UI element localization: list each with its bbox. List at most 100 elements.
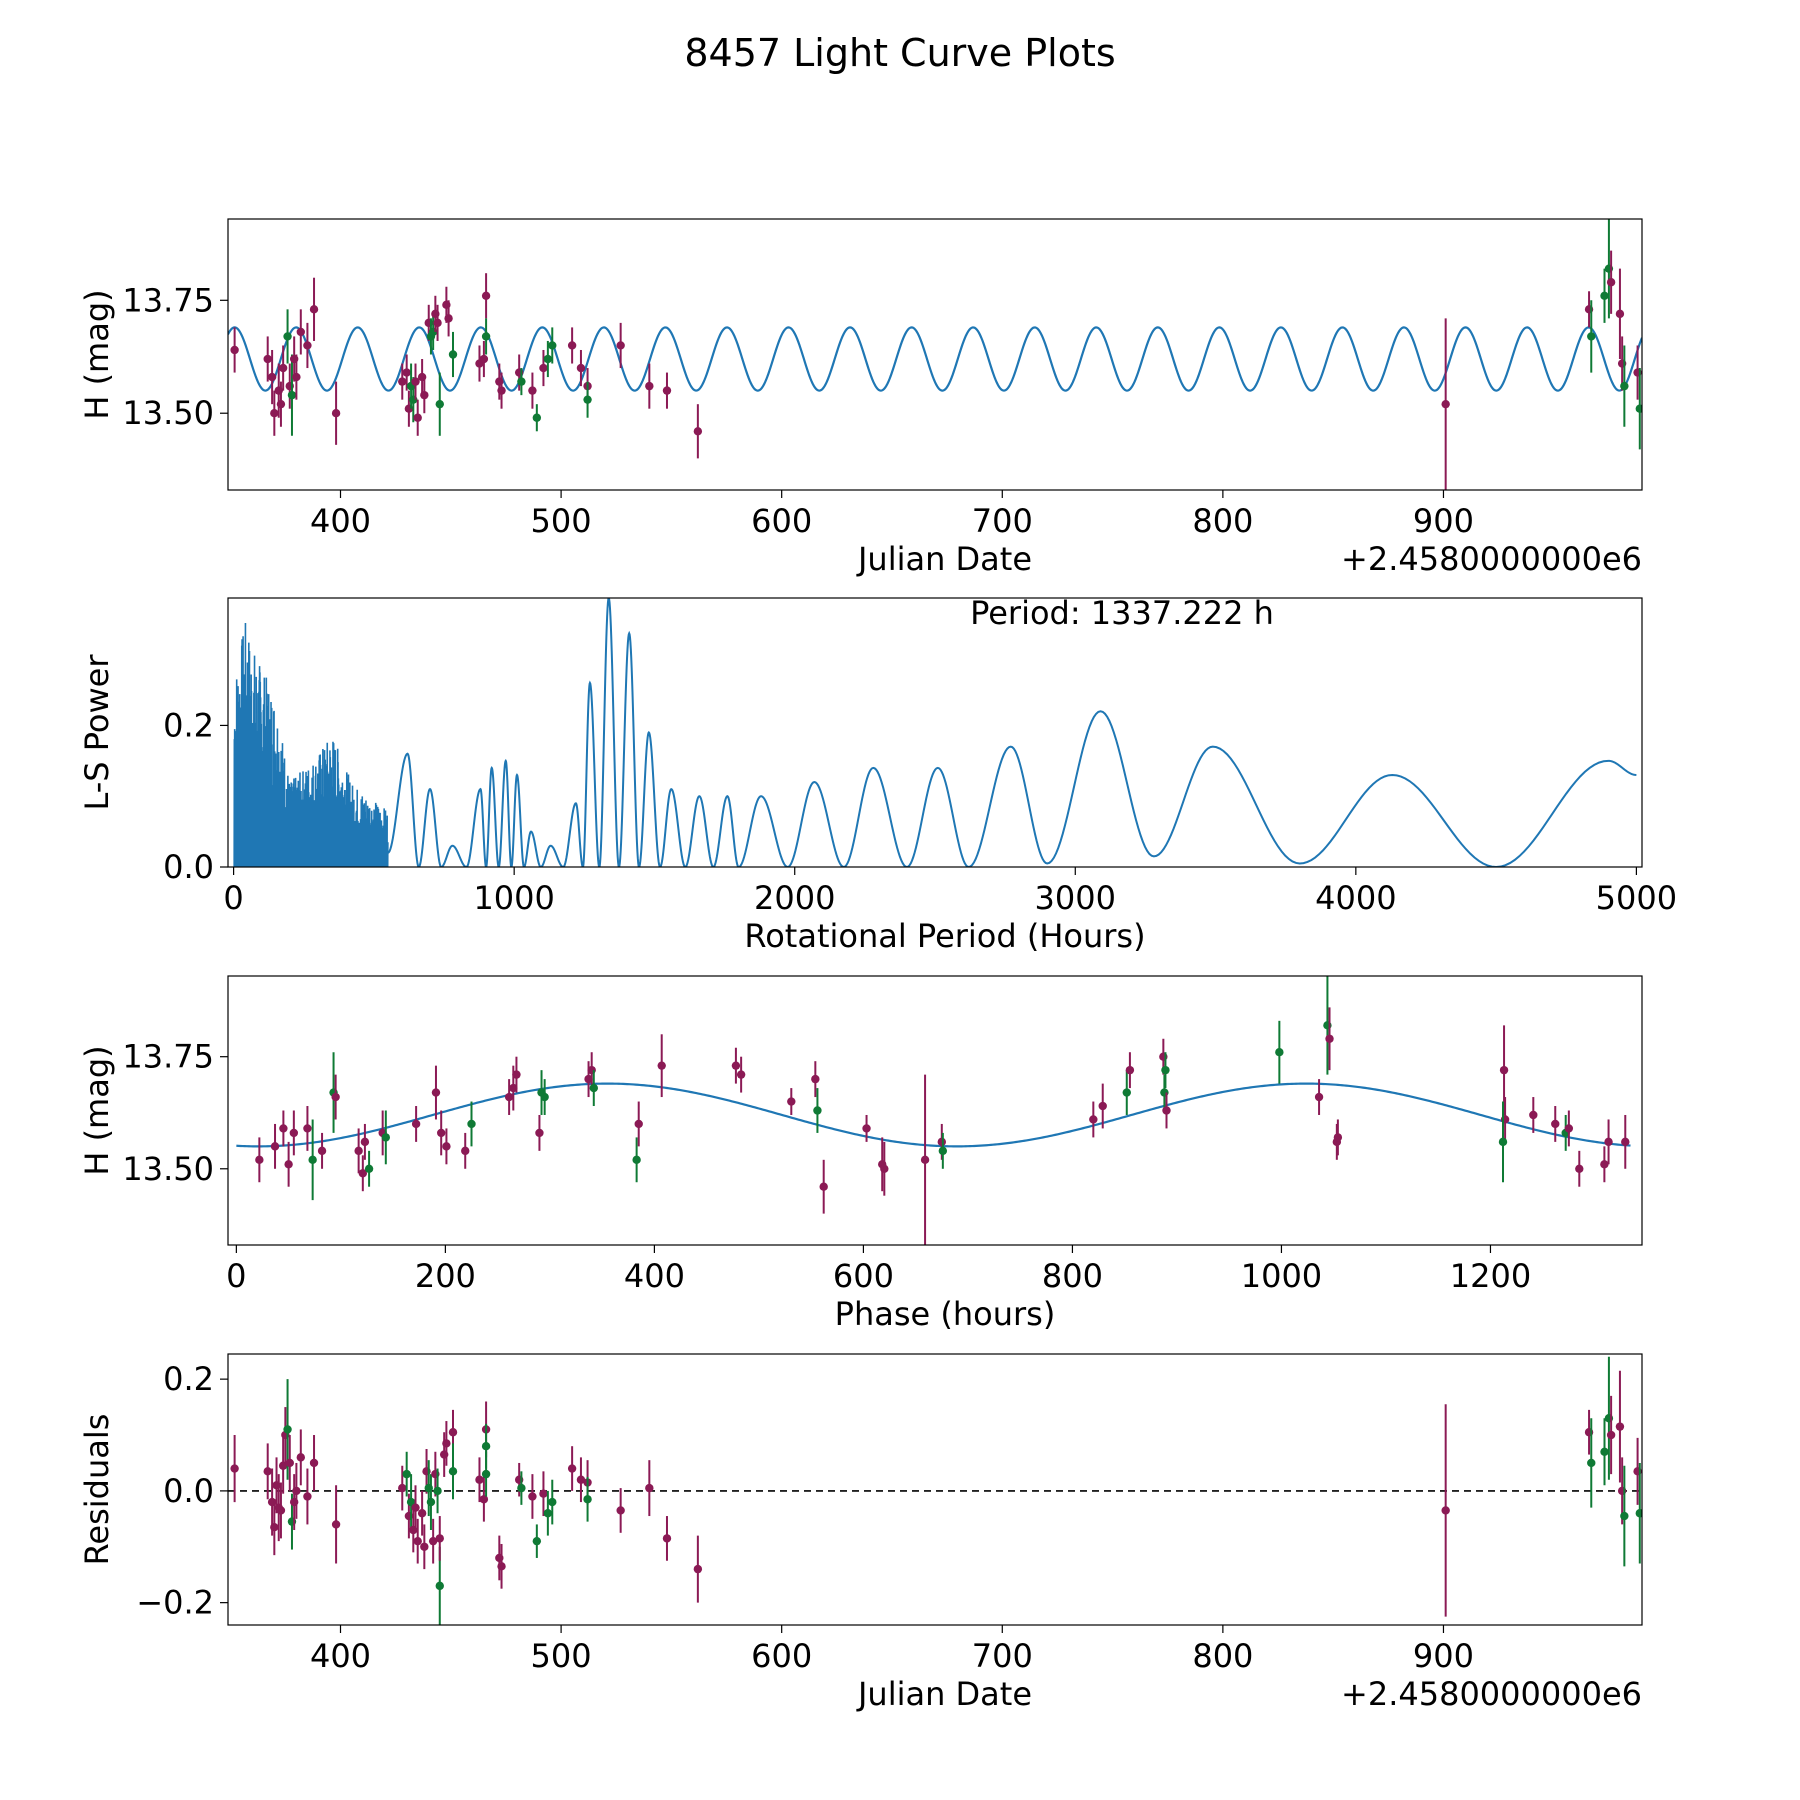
residuals-xtick-label: 700 — [972, 1637, 1033, 1675]
residuals-data-point — [448, 1428, 458, 1437]
lightcurve-data-point — [528, 386, 537, 395]
residuals-data-point — [292, 1486, 301, 1496]
residuals-data-point — [413, 1536, 422, 1546]
lightcurve-xtick-label: 700 — [972, 502, 1033, 540]
residuals-data-point — [398, 1483, 407, 1493]
residuals-data-point — [435, 1534, 444, 1543]
residuals-ytick-label: 0.0 — [163, 1472, 214, 1510]
lightcurve-data-point — [576, 363, 586, 373]
residuals-data-point — [576, 1475, 586, 1484]
lightcurve-data-point — [402, 368, 411, 377]
residuals-offset-label: +2.4580000000e6 — [1341, 1675, 1642, 1713]
phased-data-point — [535, 1128, 544, 1138]
residuals-data-point — [475, 1475, 484, 1484]
phased-data-point — [632, 1155, 641, 1165]
lightcurve-data-point — [331, 409, 341, 418]
lightcurve-data-point — [693, 427, 703, 436]
periodogram-dense-region — [233, 622, 389, 867]
phased-data-point — [1275, 1048, 1284, 1057]
residuals-data-point — [539, 1489, 548, 1498]
lightcurve-data-point — [444, 314, 453, 323]
lightcurve-data-point — [292, 372, 301, 382]
lightcurve-data-point — [1587, 332, 1596, 341]
lightcurve-data-point — [517, 377, 526, 386]
phased-data-point — [1498, 1137, 1508, 1147]
residuals-data-point — [517, 1483, 526, 1493]
residuals-data-point — [283, 1425, 292, 1434]
periodogram-ytick-label: 0.2 — [163, 706, 214, 744]
residuals-y-axis-label: Residuals — [78, 1414, 116, 1566]
lightcurve-data-point — [411, 377, 420, 386]
phased-panel: 0 200 400 600 800 1000 1200 13.50 13.75 Phase (ho… — [78, 975, 1643, 1333]
residuals-data-point — [417, 1509, 427, 1518]
phased-data-point — [461, 1146, 470, 1156]
periodogram-xtick-label: 3000 — [1035, 879, 1116, 917]
lightcurve-data-point — [543, 354, 553, 364]
residuals-data-point — [616, 1506, 625, 1515]
phased-data-point — [1621, 1137, 1630, 1147]
residuals-xtick-label: 600 — [751, 1637, 812, 1675]
phased-data-point — [1314, 1092, 1324, 1102]
phased-xtick-label: 200 — [415, 1257, 476, 1295]
phased-xtick-label: 600 — [833, 1257, 894, 1295]
lightcurve-data-point — [1620, 381, 1629, 391]
lightcurve-data-point — [583, 395, 592, 404]
lightcurve-model-line — [228, 326, 1642, 392]
periodogram-x-axis-label: Rotational Period (Hours) — [744, 917, 1145, 955]
phased-data-point — [813, 1106, 822, 1115]
phased-data-point — [819, 1182, 828, 1191]
phased-data-point — [937, 1137, 946, 1147]
phased-data-point — [1125, 1065, 1135, 1075]
phased-data-point — [1499, 1065, 1509, 1075]
residuals-data-point — [583, 1495, 592, 1504]
phased-data-point — [731, 1061, 741, 1070]
lightcurve-data-point — [497, 386, 506, 395]
lightcurve-ytick-label: 13.75 — [122, 281, 214, 319]
phased-ytick-label: 13.75 — [122, 1038, 214, 1076]
lightcurve-data-point — [479, 354, 489, 364]
residuals-data-point — [276, 1506, 286, 1515]
phased-data-point — [1333, 1133, 1343, 1142]
phased-y-axis-label: H (mag) — [78, 1045, 116, 1175]
lightcurve-data-point — [433, 318, 442, 328]
residuals-data-point — [433, 1486, 442, 1496]
residuals-data-point — [285, 1458, 294, 1468]
lightcurve-data-point — [263, 354, 272, 364]
phased-data-point — [255, 1155, 264, 1165]
periodogram-ytick-label: 0.0 — [163, 848, 214, 886]
periodogram-power-line — [387, 598, 1637, 867]
residuals-xtick-label: 400 — [310, 1637, 371, 1675]
residuals-data-point — [230, 1464, 239, 1473]
phased-data-point — [811, 1074, 820, 1084]
phased-data-point — [303, 1124, 312, 1133]
lightcurve-data-point — [481, 291, 491, 300]
residuals-data-point — [479, 1495, 489, 1504]
periodogram-y-axis-label: L-S Power — [78, 654, 116, 811]
lightcurve-data-point — [1615, 309, 1625, 319]
residuals-axes-frame — [227, 1353, 1643, 1626]
phased-data-point — [431, 1088, 441, 1097]
lightcurve-data-point — [267, 372, 277, 382]
phased-data-point — [411, 1119, 421, 1129]
periodogram-xtick-label: 1000 — [473, 879, 554, 917]
phased-data-point — [920, 1155, 930, 1165]
residuals-data-point — [1587, 1458, 1596, 1468]
phased-data-point — [584, 1074, 593, 1084]
lightcurve-data-point — [413, 413, 422, 422]
phased-model-line — [236, 1082, 1631, 1148]
residuals-data-point — [645, 1483, 654, 1493]
lightcurve-data-point — [616, 341, 625, 350]
residuals-data-point — [426, 1497, 436, 1507]
phased-data-point — [270, 1142, 280, 1151]
figure-title: 8457 Light Curve Plots — [684, 31, 1115, 75]
lightcurve-data-point — [548, 341, 557, 350]
residuals-data-point — [296, 1453, 305, 1462]
phased-data-point — [1162, 1106, 1171, 1115]
residuals-data-point — [303, 1492, 312, 1501]
residuals-data-point — [411, 1503, 420, 1512]
lightcurve-data-point — [420, 390, 429, 400]
phased-data-point — [289, 1128, 299, 1138]
lightcurve-data-point — [567, 341, 577, 350]
periodogram-axes-frame — [227, 597, 1643, 868]
residuals-data-point — [662, 1534, 672, 1543]
